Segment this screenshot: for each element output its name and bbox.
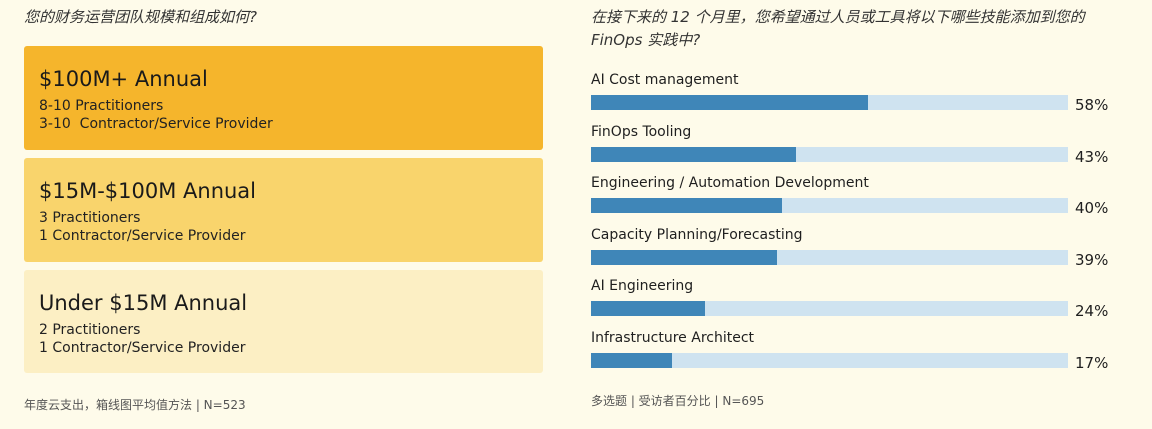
bar-label: Capacity Planning/Forecasting (591, 226, 803, 243)
bar-track (591, 146, 1068, 162)
tier-title: $100M+ Annual (39, 67, 208, 91)
chart-title: 在接下来的 12 个月里，您希望通过人员或工具将以下哪些技能添加到您的 FinO… (591, 8, 1085, 49)
bar-fill (591, 146, 797, 162)
tier-contractors: 1 Contractor/Service Provider (39, 340, 246, 356)
tier-card-under-15m: Under $15M Annual 2 Practitioners 1 Cont… (24, 270, 543, 373)
bar-value-label: 39% (1075, 250, 1109, 269)
tier-card-100m-plus: $100M+ Annual 8-10 Practitioners 3-10 Co… (24, 46, 543, 150)
tier-title: $15M-$100M Annual (39, 179, 257, 203)
bar-row: Infrastructure Architect 17% (591, 329, 1131, 379)
bar-row: Engineering / Automation Development 40% (591, 174, 1131, 224)
tier-contractors: 1 Contractor/Service Provider (39, 228, 246, 244)
bar-label: FinOps Tooling (591, 123, 692, 140)
tier-title: Under $15M Annual (39, 291, 248, 315)
bar-label: Engineering / Automation Development (591, 175, 869, 191)
bar-fill (591, 249, 778, 265)
tier-practitioners: 3 Practitioners (39, 210, 141, 226)
tier-practitioners: 2 Practitioners (39, 322, 141, 338)
bar-track (591, 198, 1068, 213)
bar-row: Capacity Planning/Forecasting 39% (591, 226, 1131, 276)
skills-footnote: 多选题 | 受访者百分比 | N=695 (591, 394, 765, 408)
bar-fill (591, 198, 782, 213)
team-size-footnote: 年度云支出，箱线图平均值方法 | N=523 (24, 398, 246, 412)
tier-contractors: 3-10 Contractor/Service Provider (39, 116, 273, 132)
bar-fill (591, 95, 868, 110)
bar-track (591, 352, 1068, 368)
bar-label: AI Cost management (591, 72, 739, 88)
team-size-question: 您的财务运营团队规模和组成如何? (24, 8, 257, 26)
tier-card-15m-100m: $15M-$100M Annual 3 Practitioners 1 Cont… (24, 158, 543, 262)
bar-track (591, 249, 1068, 265)
bar-label: AI Engineering (591, 278, 694, 294)
bar-value-label: 43% (1075, 147, 1109, 166)
skills-chart-panel: 在接下来的 12 个月里，您希望通过人员或工具将以下哪些技能添加到您的 FinO… (591, 0, 1131, 429)
tier-practitioners: 8-10 Practitioners (39, 98, 164, 114)
bar-row: FinOps Tooling 43% (591, 123, 1131, 173)
bar-value-label: 40% (1075, 199, 1109, 217)
bar-track (591, 301, 1068, 316)
bar-track (591, 95, 1068, 110)
bar-fill (591, 352, 673, 368)
bar-value-label: 24% (1075, 302, 1109, 320)
bar-row: AI Engineering 24% (591, 277, 1131, 327)
bar-value-label: 17% (1075, 353, 1109, 372)
bar-value-label: 58% (1075, 96, 1109, 114)
bar-row: AI Cost management 58% (591, 71, 1131, 121)
bar-label: Infrastructure Architect (591, 329, 755, 346)
bar-fill (591, 301, 706, 316)
